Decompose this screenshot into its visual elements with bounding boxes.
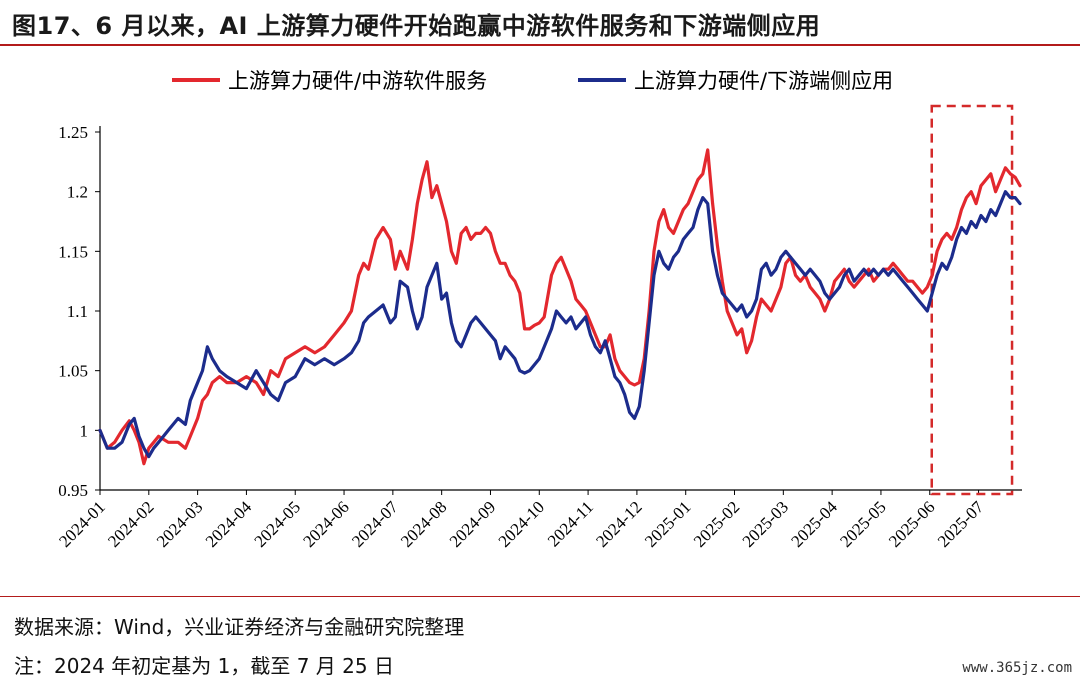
highlight-box <box>930 104 1014 496</box>
y-tick-label: 1.25 <box>58 123 88 142</box>
x-tick-label: 2025-06 <box>885 497 939 551</box>
x-tick-label: 2024-07 <box>348 497 402 551</box>
x-tick-label: 2024-05 <box>251 497 305 551</box>
y-tick-label: 1.2 <box>67 183 88 202</box>
y-tick-label: 1.1 <box>67 302 88 321</box>
legend-label: 上游算力硬件/中游软件服务 <box>228 69 487 93</box>
x-tick-label: 2025-05 <box>836 497 890 551</box>
chart-title: 图17、6 月以来，AI 上游算力硬件开始跑赢中游软件服务和下游端侧应用 <box>12 12 821 40</box>
x-tick-label: 2024-03 <box>153 497 207 551</box>
series-line-upstream-vs-downstream <box>98 190 1022 459</box>
x-tick-label: 2024-11 <box>544 497 597 550</box>
x-tick-label: 2025-02 <box>690 497 744 551</box>
x-tick-label: 2024-02 <box>104 497 158 551</box>
x-tick-label: 2025-01 <box>641 497 695 551</box>
y-tick-label: 0.95 <box>58 481 88 500</box>
x-tick-label: 2024-06 <box>299 497 353 551</box>
y-tick-label: 1 <box>80 421 89 440</box>
legend-label: 上游算力硬件/下游端侧应用 <box>634 69 893 93</box>
watermark: www.365jz.com <box>962 660 1072 676</box>
x-tick-label: 2025-07 <box>934 497 988 551</box>
x-tick-label: 2024-08 <box>397 497 451 551</box>
y-tick-label: 1.05 <box>58 362 88 381</box>
title-bar: 图17、6 月以来，AI 上游算力硬件开始跑赢中游软件服务和下游端侧应用 <box>0 0 1080 46</box>
x-tick-label: 2024-04 <box>202 497 256 551</box>
y-tick-label: 1.15 <box>58 242 88 261</box>
x-tick-label: 2025-04 <box>787 497 841 551</box>
footer-divider <box>0 596 1080 597</box>
x-tick-label: 2024-09 <box>446 497 500 551</box>
series-line-upstream-vs-midstream <box>98 148 1022 466</box>
x-tick-label: 2024-10 <box>495 497 549 551</box>
source-note: 数据来源：Wind，兴业证券经济与金融研究院整理 <box>14 615 465 639</box>
footnote: 注：2024 年初定基为 1，截至 7 月 25 日 <box>14 654 394 678</box>
x-tick-label: 2024-01 <box>55 497 109 551</box>
x-tick-label: 2025-03 <box>739 497 793 551</box>
x-tick-label: 2024-12 <box>592 497 646 551</box>
line-chart: 0.9511.051.11.151.21.252024-012024-02202… <box>55 69 1022 551</box>
